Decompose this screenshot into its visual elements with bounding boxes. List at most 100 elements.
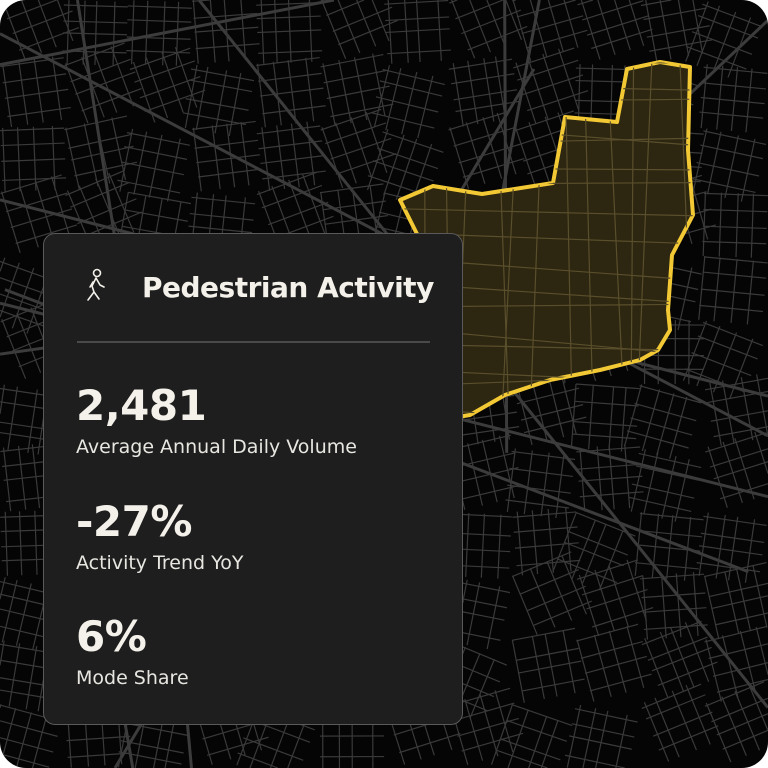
street — [16, 313, 42, 373]
street — [511, 639, 525, 703]
street — [641, 389, 661, 452]
street — [635, 465, 699, 481]
street — [110, 46, 134, 107]
street — [302, 174, 326, 235]
street — [182, 112, 247, 126]
street — [56, 0, 74, 42]
street — [32, 126, 37, 191]
street — [465, 512, 470, 577]
street — [0, 625, 52, 640]
street — [754, 431, 768, 474]
street — [643, 624, 708, 631]
street — [0, 737, 54, 753]
street — [379, 80, 443, 97]
street — [702, 82, 766, 90]
street — [511, 627, 576, 641]
street — [596, 446, 603, 511]
street — [576, 639, 595, 702]
street — [572, 433, 637, 440]
street — [144, 0, 149, 65]
street — [713, 461, 768, 480]
street — [703, 66, 768, 74]
street — [755, 626, 768, 675]
street — [727, 17, 752, 78]
street — [31, 716, 48, 768]
street — [214, 70, 228, 134]
street — [124, 209, 188, 222]
street — [715, 514, 726, 579]
street — [696, 161, 760, 177]
street — [382, 68, 446, 86]
stat-label: Mode Share — [76, 667, 189, 689]
street — [82, 211, 143, 238]
street — [563, 0, 579, 48]
street — [703, 208, 768, 213]
street — [240, 121, 250, 186]
street — [256, 125, 321, 135]
street — [15, 224, 78, 245]
street — [499, 738, 561, 761]
street — [174, 47, 198, 108]
street — [560, 371, 577, 435]
street — [699, 545, 763, 556]
street — [745, 68, 753, 133]
street — [65, 127, 81, 191]
street — [356, 0, 377, 47]
street — [528, 122, 550, 184]
street — [724, 135, 740, 199]
street — [515, 647, 579, 661]
street — [547, 0, 564, 52]
street — [452, 63, 464, 127]
street — [337, 0, 361, 54]
street — [483, 58, 495, 122]
street — [495, 749, 548, 768]
street — [188, 79, 253, 93]
street — [290, 123, 300, 188]
street — [37, 0, 57, 48]
street — [15, 712, 32, 768]
street — [702, 240, 767, 245]
street — [752, 564, 768, 628]
street — [387, 49, 451, 55]
street — [458, 143, 521, 164]
street — [748, 685, 768, 731]
street — [721, 696, 747, 756]
stat-mode-share: 6% Mode Share — [76, 615, 189, 690]
street — [614, 0, 631, 51]
street — [124, 722, 188, 736]
street — [70, 181, 130, 208]
street — [623, 384, 643, 447]
street — [25, 646, 38, 710]
street — [371, 0, 390, 42]
street — [449, 127, 470, 189]
divider — [77, 341, 430, 343]
street — [643, 701, 670, 762]
street — [703, 256, 768, 264]
street — [702, 3, 763, 28]
street — [74, 161, 138, 177]
street — [0, 753, 50, 768]
street — [710, 410, 768, 422]
street — [145, 57, 169, 119]
street — [509, 467, 573, 478]
street — [256, 171, 318, 196]
street — [373, 65, 391, 128]
street — [63, 32, 128, 36]
street — [512, 0, 532, 62]
street — [578, 475, 643, 482]
street — [395, 138, 418, 200]
street — [6, 0, 57, 20]
street — [647, 636, 708, 661]
street — [642, 575, 649, 640]
street — [692, 0, 704, 54]
street — [324, 214, 388, 225]
zone-street — [400, 208, 693, 217]
street — [494, 56, 507, 120]
street — [634, 402, 697, 422]
street — [417, 75, 434, 139]
street — [609, 65, 613, 130]
street — [644, 637, 669, 698]
street — [639, 512, 704, 521]
street — [2, 0, 26, 60]
